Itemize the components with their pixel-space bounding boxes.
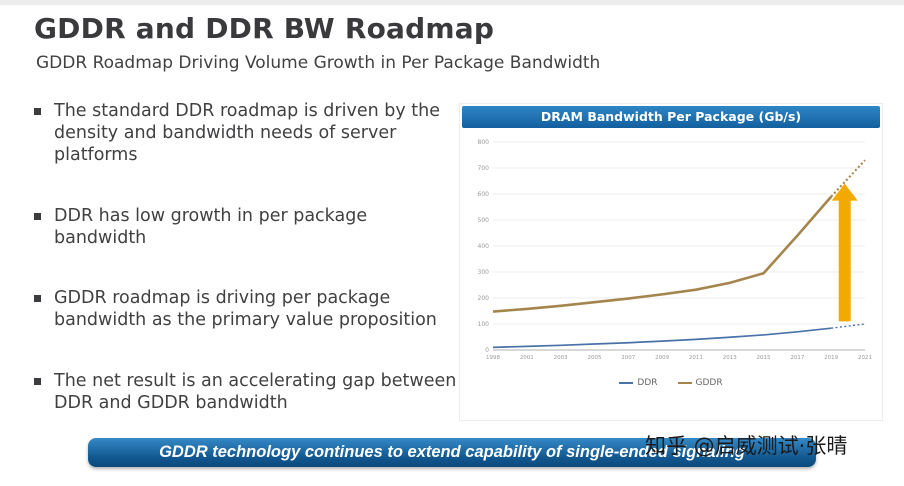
y-tick-label: 500 bbox=[478, 217, 490, 224]
bullet-item: DDR has low growth in per package bandwi… bbox=[34, 205, 458, 249]
y-tick-label: 400 bbox=[478, 243, 490, 250]
bullet-item: GDDR roadmap is driving per package band… bbox=[34, 287, 458, 331]
bandwidth-line-chart: 0 100 200 300 400 500 600 700 800 1998 2001 2003 200… bbox=[478, 139, 872, 361]
bullet-text: The net result is an accelerating gap be… bbox=[54, 370, 457, 413]
bullet-list: The standard DDR roadmap is driven by th… bbox=[34, 100, 458, 452]
y-tick-label: 300 bbox=[478, 269, 490, 276]
bullet-item: The standard DDR roadmap is driven by th… bbox=[34, 100, 458, 167]
slide-top-edge bbox=[0, 0, 904, 5]
x-tick-label: 2011 bbox=[689, 355, 703, 361]
bullet-marker bbox=[34, 377, 41, 385]
y-tick-label: 100 bbox=[478, 321, 490, 328]
x-tick-label: 2005 bbox=[587, 355, 601, 361]
chart-panel: DRAM Bandwidth Per Package (Gb/s) 0 100 20… bbox=[459, 103, 883, 421]
x-tick-label: 2021 bbox=[858, 355, 872, 361]
y-tick-label: 700 bbox=[478, 165, 490, 172]
bullet-text: DDR has low growth in per package bandwi… bbox=[54, 205, 368, 248]
bullet-marker bbox=[34, 295, 41, 303]
x-tick-label: 2015 bbox=[757, 355, 771, 361]
watermark-text: 知乎 @启威测试·张晴 bbox=[645, 434, 848, 458]
x-tick-label: 2009 bbox=[655, 355, 669, 361]
chart-legend: DDR GDDR bbox=[460, 378, 882, 388]
bullet-text: The standard DDR roadmap is driven by th… bbox=[54, 101, 440, 166]
legend-swatch bbox=[677, 382, 692, 384]
bullet-text: GDDR roadmap is driving per package band… bbox=[54, 288, 437, 331]
growth-gap-arrow bbox=[831, 183, 858, 322]
chart-header: DRAM Bandwidth Per Package (Gb/s) bbox=[462, 106, 880, 128]
x-tick-label: 2017 bbox=[790, 355, 804, 361]
bottom-banner: GDDR technology continues to extend capa… bbox=[88, 438, 816, 467]
series-line-DDR bbox=[492, 327, 832, 349]
page-title: GDDR and DDR BW Roadmap bbox=[34, 12, 495, 45]
series-projection-GDDR bbox=[830, 159, 866, 198]
series-projection-DDR bbox=[831, 323, 866, 329]
page-subtitle: GDDR Roadmap Driving Volume Growth in Pe… bbox=[36, 53, 601, 73]
y-tick-label: 200 bbox=[478, 295, 490, 302]
y-tick-label: 0 bbox=[485, 347, 489, 354]
bullet-item: The net result is an accelerating gap be… bbox=[34, 370, 458, 414]
chart-title: DRAM Bandwidth Per Package (Gb/s) bbox=[540, 109, 802, 124]
x-tick-label: 2007 bbox=[621, 355, 635, 361]
legend-item-DDR: DDR bbox=[619, 378, 658, 388]
y-tick-label: 800 bbox=[478, 139, 490, 146]
bullet-marker bbox=[34, 212, 41, 220]
x-tick-label: 2001 bbox=[520, 355, 534, 361]
x-tick-label: 1998 bbox=[486, 355, 500, 361]
series-line-GDDR bbox=[492, 195, 833, 313]
x-tick-label: 2013 bbox=[723, 355, 737, 361]
x-tick-label: 2003 bbox=[554, 355, 568, 361]
banner-text: GDDR technology continues to extend capa… bbox=[159, 443, 745, 461]
legend-swatch bbox=[619, 382, 634, 384]
legend-item-GDDR: GDDR bbox=[677, 378, 723, 388]
x-tick-label: 2019 bbox=[824, 355, 838, 361]
y-tick-label: 600 bbox=[478, 191, 490, 198]
bullet-marker bbox=[34, 108, 41, 115]
